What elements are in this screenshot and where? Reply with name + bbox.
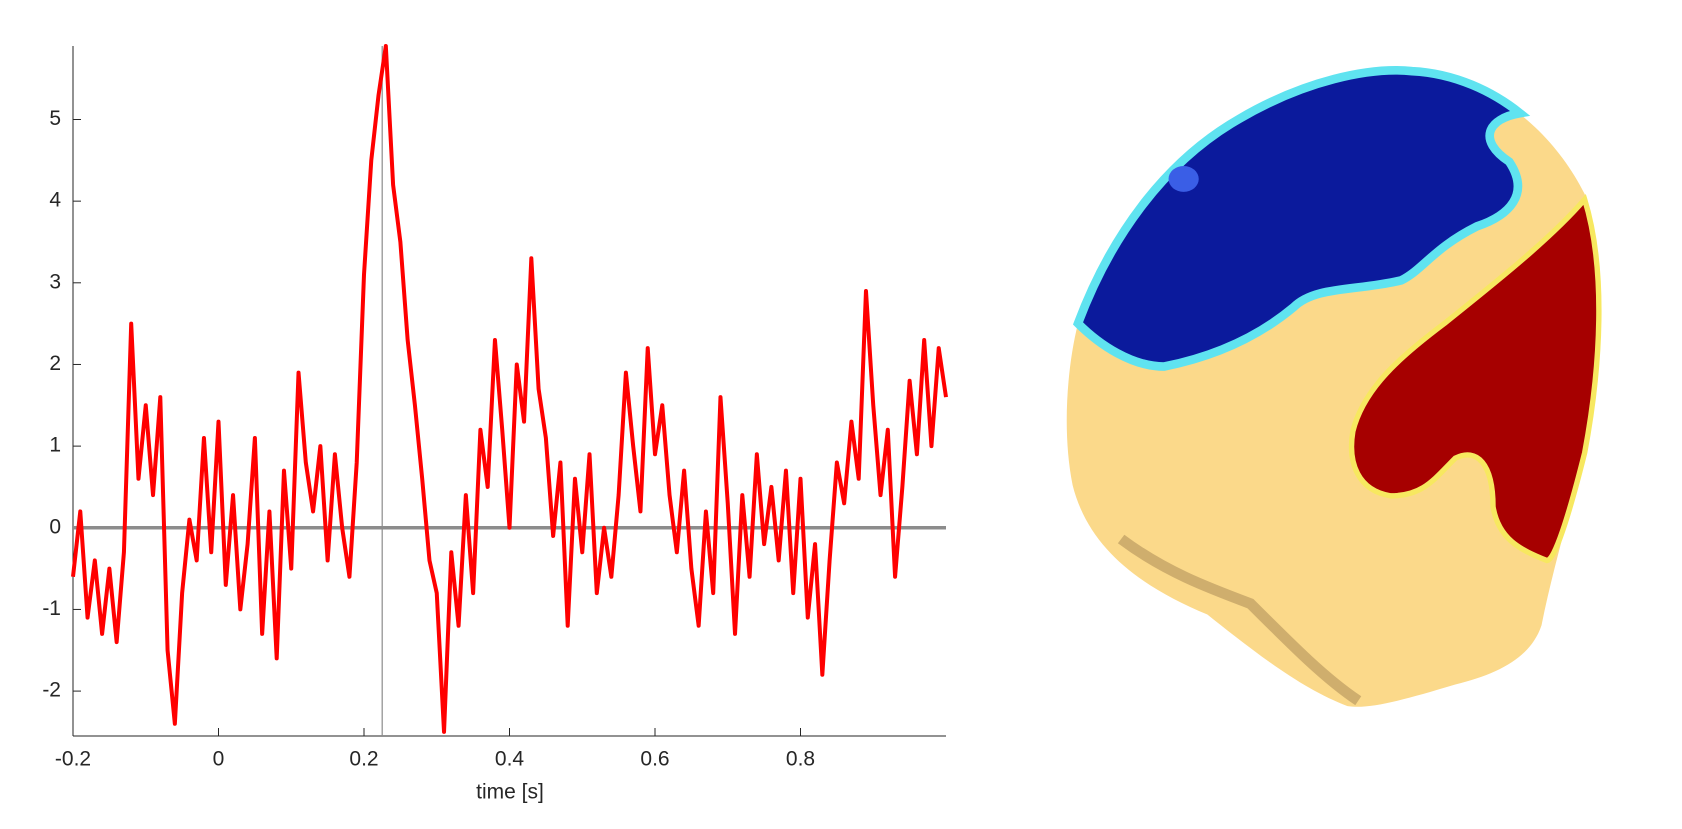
head-red-region: [1348, 193, 1602, 564]
y-tick-label: 2: [49, 352, 61, 375]
y-tick-label: 0: [49, 515, 61, 538]
x-tick-label: 0.6: [640, 748, 669, 771]
x-tick-label: 0.8: [786, 748, 815, 771]
head-rendering: [1066, 66, 1602, 707]
y-tick-label: -2: [42, 679, 61, 702]
y-tick-label: 5: [49, 107, 61, 130]
x-tick-label: 0.4: [495, 748, 525, 771]
x-axis-label: time [s]: [476, 781, 544, 804]
y-tick-label: -1: [42, 597, 61, 620]
x-tick-label: 0.2: [349, 748, 378, 771]
head-shading: [1117, 534, 1362, 706]
x-tick-label: 0: [213, 748, 225, 771]
signal-line: [71, 44, 948, 734]
head-blue-region: [1072, 66, 1531, 371]
y-tick-label: 4: [49, 189, 61, 212]
y-tick-label: 3: [49, 270, 61, 293]
y-tick-label: 1: [49, 434, 61, 457]
head-blue-spot: [1168, 166, 1199, 192]
x-tick-label: -0.2: [55, 748, 91, 771]
